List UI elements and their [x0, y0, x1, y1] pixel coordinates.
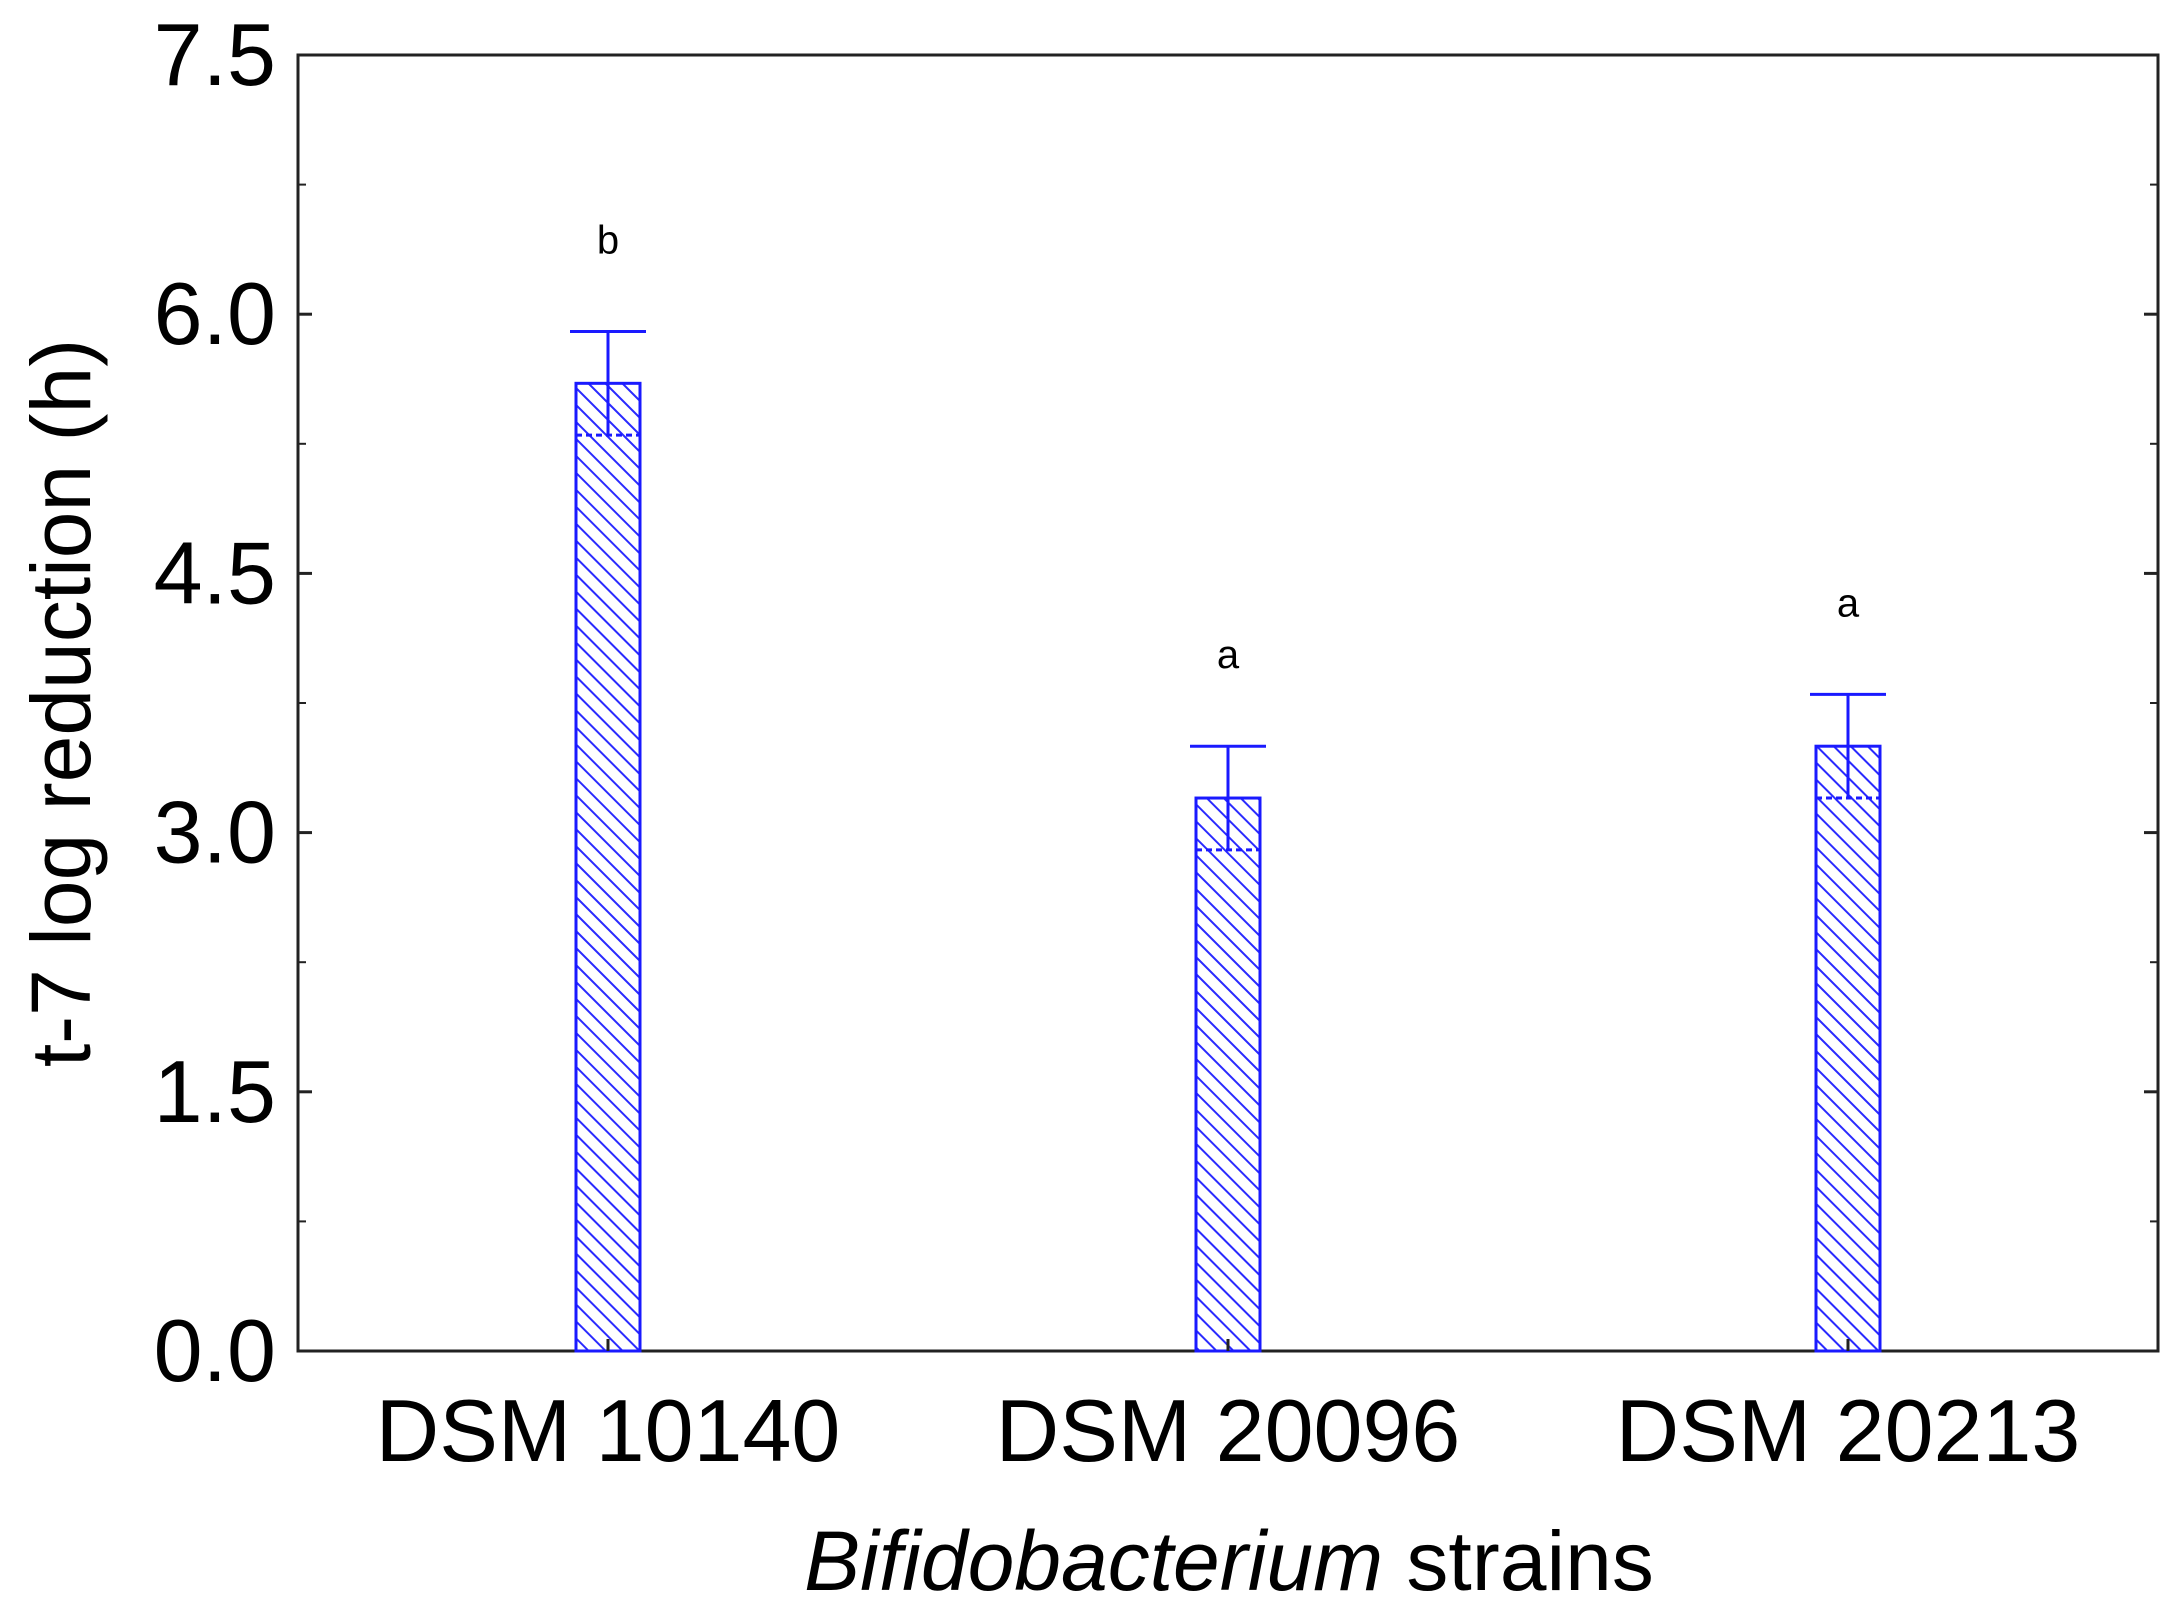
x-category-label: DSM 10140 [376, 1381, 841, 1480]
y-tick-label: 1.5 [154, 1042, 276, 1141]
bar [1814, 744, 1882, 1353]
x-axis-title: Bifidobacterium strains [804, 1514, 1654, 1608]
bar [1194, 796, 1262, 1353]
bars: b DSM 10140 a DSM 20096 a DSM 20213 [376, 218, 2081, 1480]
y-tick-label: 6.0 [154, 264, 276, 363]
y-tick-label: 7.5 [154, 5, 276, 104]
significance-label: a [1217, 633, 1240, 677]
x-category-label: DSM 20213 [1616, 1381, 2081, 1480]
y-tick-label: 0.0 [154, 1301, 276, 1400]
significance-label: b [597, 218, 619, 262]
y-tick-label: 4.5 [154, 523, 276, 622]
y-tick-label: 3.0 [154, 783, 276, 882]
x-category-label: DSM 20096 [996, 1381, 1461, 1480]
x-axis-title-rest: strains [1383, 1514, 1654, 1608]
x-axis-title-italic: Bifidobacterium [804, 1514, 1383, 1608]
y-axis-title: t-7 log reduction (h) [14, 339, 108, 1067]
axis-ticks: 0.0 1.5 3.0 4.5 6.0 7.5 [154, 5, 2158, 1400]
significance-label: a [1837, 581, 1860, 625]
bar [574, 381, 642, 1353]
